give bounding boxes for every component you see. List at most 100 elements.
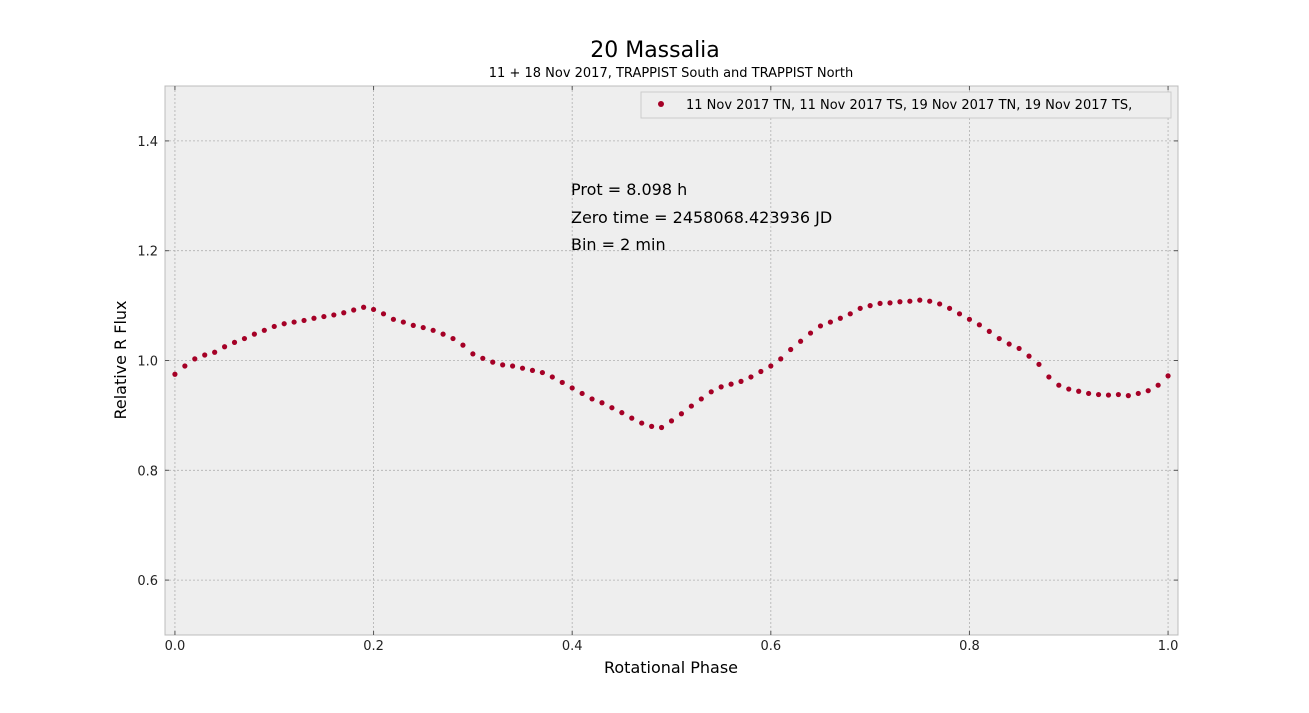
data-point — [907, 298, 913, 304]
y-tick-label: 0.8 — [137, 464, 158, 479]
data-point — [1086, 390, 1092, 397]
legend-box — [640, 91, 1172, 119]
data-point — [351, 307, 357, 313]
data-point — [1026, 353, 1032, 359]
x-tick-label: 0.2 — [363, 639, 384, 654]
data-point — [629, 415, 635, 421]
data-point — [966, 316, 973, 322]
data-point — [1135, 390, 1141, 397]
data-point — [1046, 374, 1052, 380]
data-point — [410, 322, 416, 328]
data-point — [887, 300, 893, 306]
data-point — [460, 342, 466, 348]
data-point — [311, 315, 317, 321]
data-point — [1095, 391, 1102, 398]
data-point — [738, 378, 744, 384]
data-point — [658, 424, 665, 431]
data-point — [1016, 345, 1022, 352]
data-point — [529, 367, 536, 373]
data-point — [857, 305, 863, 311]
y-tick-label: 0.6 — [137, 574, 158, 589]
x-tick-label: 1.0 — [1158, 639, 1179, 654]
data-point — [202, 352, 208, 358]
data-point — [688, 403, 694, 409]
data-point — [996, 335, 1002, 342]
data-point — [331, 312, 337, 318]
data-point — [1066, 386, 1072, 392]
legend-marker — [658, 101, 664, 107]
data-point — [341, 310, 347, 316]
data-point — [400, 319, 406, 325]
annotation-bin: Bin = 2 min — [571, 235, 666, 254]
data-point — [698, 396, 704, 402]
data-point — [649, 423, 655, 429]
data-point — [728, 381, 734, 387]
data-point — [748, 374, 754, 380]
data-point — [897, 299, 903, 305]
data-point — [678, 411, 685, 417]
data-point — [817, 323, 824, 329]
data-point — [192, 356, 198, 362]
data-point — [231, 339, 238, 345]
data-point — [440, 331, 446, 337]
x-tick-label: 0.8 — [959, 639, 980, 654]
x-tick-label: 0.0 — [165, 639, 186, 654]
x-tick-label: 0.6 — [760, 639, 781, 654]
data-point — [569, 385, 575, 391]
data-point — [639, 420, 645, 426]
chart-subtitle: 11 + 18 Nov 2017, TRAPPIST South and TRA… — [489, 66, 853, 81]
data-point — [370, 306, 377, 313]
data-point — [609, 405, 615, 411]
data-point — [619, 410, 625, 416]
data-point — [877, 300, 883, 307]
data-point — [778, 356, 784, 362]
data-point — [589, 396, 595, 402]
y-tick-label: 1.4 — [137, 135, 158, 150]
data-point — [867, 303, 873, 309]
y-axis-label: Relative R Flux — [111, 300, 130, 419]
legend: 11 Nov 2017 TN, 11 Nov 2017 TS, 19 Nov 2… — [640, 91, 1172, 119]
data-point — [519, 365, 526, 371]
data-point — [321, 313, 327, 320]
chart-title: 20 Massalia — [590, 38, 720, 63]
legend-entry: 11 Nov 2017 TN, 11 Nov 2017 TS, 19 Nov 2… — [686, 98, 1132, 113]
data-point — [768, 363, 774, 369]
x-tick-label: 0.4 — [562, 639, 583, 654]
data-point — [1155, 382, 1161, 388]
y-tick-label: 1.2 — [137, 245, 158, 260]
data-point — [827, 319, 834, 325]
data-point — [788, 346, 794, 353]
data-point — [847, 311, 853, 317]
data-point — [549, 374, 555, 380]
data-point — [1125, 393, 1131, 399]
data-point — [946, 305, 953, 311]
grid — [165, 86, 1178, 635]
data-point — [539, 369, 545, 376]
data-point — [1105, 392, 1112, 398]
data-point — [1165, 373, 1171, 379]
data-point — [1115, 391, 1122, 398]
data-point — [172, 371, 178, 377]
data-point — [956, 311, 963, 317]
data-point — [599, 400, 605, 406]
data-point — [241, 335, 248, 342]
data-point — [758, 368, 764, 375]
data-point — [807, 330, 814, 336]
data-point — [509, 363, 516, 369]
data-point — [291, 319, 297, 325]
data-point — [212, 349, 218, 355]
data-point — [579, 390, 585, 397]
data-point — [301, 317, 307, 324]
data-point — [708, 389, 714, 395]
data-point — [1036, 361, 1042, 367]
data-point — [261, 327, 267, 333]
annotation-prot: Prot = 8.098 h — [571, 180, 687, 199]
data-point — [390, 316, 397, 322]
data-point — [490, 359, 496, 365]
data-point — [450, 335, 456, 342]
data-point — [221, 344, 228, 350]
data-point — [251, 331, 257, 337]
data-point — [480, 355, 486, 361]
axis-ticks: 0.0 0.2 0.4 0.6 0.8 1.0 0.6 0.8 1.0 1.2 1.4 — [137, 86, 1178, 654]
